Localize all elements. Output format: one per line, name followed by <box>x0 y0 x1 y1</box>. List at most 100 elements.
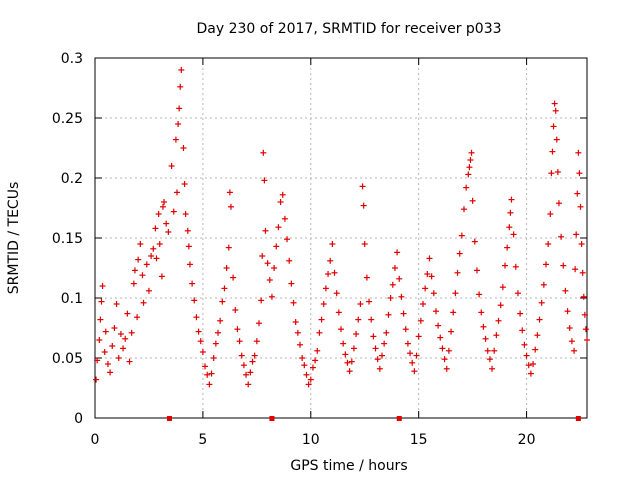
x-tick-label: 0 <box>91 432 100 448</box>
data-point <box>210 355 217 361</box>
data-point <box>344 359 351 366</box>
axes: 0 5 10 15 20 0 0.05 0.1 0.15 0.2 0.25 0.3 <box>52 51 588 448</box>
data-point <box>482 335 489 342</box>
data-point <box>99 283 106 289</box>
data-point <box>467 157 474 163</box>
data-point <box>189 280 196 287</box>
data-point <box>536 316 543 323</box>
data-point <box>219 298 226 305</box>
data-point <box>415 333 422 340</box>
data-point <box>156 241 163 247</box>
data-point <box>294 329 301 336</box>
data-point <box>506 224 513 231</box>
data-point <box>458 232 465 239</box>
data-point <box>407 350 414 357</box>
data-point <box>260 149 267 156</box>
data-point <box>134 314 141 321</box>
data-point <box>547 211 554 217</box>
data-point <box>439 345 446 352</box>
data-point <box>549 148 556 155</box>
data-point <box>404 340 411 347</box>
data-point <box>478 309 485 316</box>
data-point <box>318 316 325 323</box>
data-point <box>297 341 303 348</box>
data-point <box>420 301 426 307</box>
data-point <box>104 361 111 367</box>
data-point <box>538 299 545 306</box>
data-point <box>383 329 390 336</box>
data-point <box>540 281 547 288</box>
data-point <box>174 189 180 196</box>
data-point <box>243 371 250 378</box>
data-point <box>370 333 377 340</box>
data-point <box>303 371 310 378</box>
data-point <box>279 191 286 198</box>
data-point <box>523 352 530 359</box>
data-point <box>101 349 108 355</box>
data-point <box>115 355 122 361</box>
data-point <box>221 285 228 292</box>
y-tick-label: 0.25 <box>52 111 83 127</box>
data-point <box>489 365 496 372</box>
data-point <box>322 285 329 292</box>
data-point <box>517 310 524 317</box>
data-point <box>552 107 559 114</box>
data-point <box>208 370 215 377</box>
data-point <box>316 329 323 336</box>
data-point <box>391 265 398 271</box>
data-point <box>185 243 192 250</box>
data-point <box>387 295 394 301</box>
data-point <box>381 340 388 347</box>
data-point <box>360 202 367 209</box>
data-point <box>102 328 109 335</box>
data-point <box>534 332 541 339</box>
data-point <box>325 271 332 277</box>
data-point <box>172 136 179 143</box>
data-point <box>424 271 431 277</box>
data-point <box>290 299 297 306</box>
data-point <box>432 308 439 315</box>
data-point <box>510 231 517 238</box>
data-point <box>335 309 342 316</box>
data-point <box>284 236 291 243</box>
data-point <box>497 302 504 309</box>
data-point <box>512 263 519 270</box>
data-point <box>508 196 515 203</box>
data-points <box>93 67 590 388</box>
data-point <box>184 227 191 234</box>
data-point <box>271 265 278 271</box>
data-point <box>292 319 299 325</box>
data-point <box>96 337 103 343</box>
y-tick-label: 0.3 <box>61 51 83 67</box>
data-point <box>486 356 493 363</box>
data-point <box>574 190 581 197</box>
data-point <box>314 347 321 354</box>
data-point <box>514 290 521 297</box>
data-point <box>469 197 476 204</box>
data-point <box>554 169 561 175</box>
data-point <box>435 322 442 329</box>
data-point <box>288 280 295 287</box>
data-point <box>468 149 475 156</box>
data-point <box>148 253 155 259</box>
data-point <box>521 341 528 348</box>
data-point <box>227 203 234 210</box>
data-point <box>338 326 344 333</box>
x-tick-label: 15 <box>410 432 428 448</box>
data-point <box>215 329 221 336</box>
data-point <box>331 269 338 276</box>
data-point <box>363 274 370 281</box>
y-tick-label: 0.05 <box>52 351 83 367</box>
data-point <box>495 317 502 324</box>
data-point <box>301 362 308 369</box>
data-point <box>226 189 233 196</box>
data-point <box>186 261 193 268</box>
data-point <box>465 171 472 178</box>
data-point <box>437 334 444 341</box>
data-point <box>262 227 269 234</box>
data-point <box>445 347 452 354</box>
data-point <box>454 269 461 276</box>
data-point <box>113 301 120 307</box>
baseline-mark <box>166 416 172 421</box>
